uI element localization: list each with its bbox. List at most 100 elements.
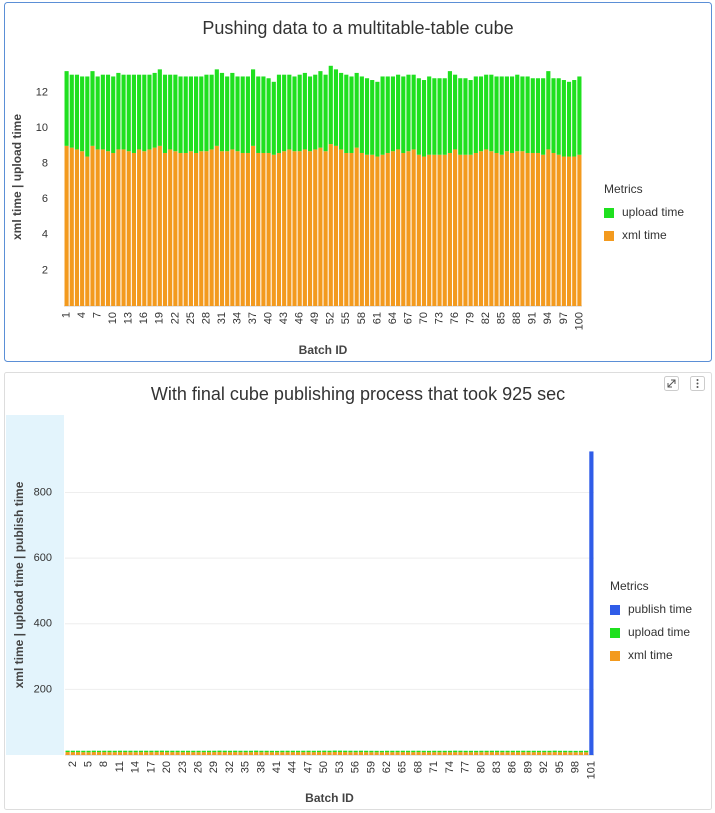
y-tick-label: 400: [34, 618, 52, 630]
bar-segment: [547, 752, 552, 755]
bar-segment: [337, 752, 343, 755]
bar-segment: [311, 750, 316, 753]
bar-segment: [199, 76, 204, 152]
bar-segment: [269, 752, 274, 755]
bar-segment: [102, 752, 107, 755]
bar-segment: [64, 71, 69, 146]
bar-segment: [302, 72, 307, 150]
bar-segment: [196, 752, 201, 755]
x-tick-label: 38: [255, 761, 267, 773]
bar-segment: [536, 750, 542, 753]
bar-segment: [495, 750, 500, 753]
bar-segment: [264, 750, 269, 753]
bar-segment: [188, 76, 193, 152]
bar-segment: [520, 151, 525, 306]
bar-segment: [316, 750, 322, 753]
bar-segment: [427, 76, 432, 155]
bar-segment: [416, 78, 421, 155]
bar-segment: [96, 750, 102, 753]
bar-segment: [194, 152, 199, 306]
x-tick-label: 22: [169, 312, 181, 324]
x-tick-label: 85: [496, 312, 508, 324]
bar-segment: [275, 750, 280, 753]
expand-button[interactable]: [664, 376, 679, 391]
bar-segment: [275, 752, 280, 755]
bar-segment: [343, 752, 348, 755]
bar-segment: [69, 74, 74, 148]
bar-segment: [568, 752, 573, 755]
bar-segment: [222, 750, 227, 753]
x-tick-label: 52: [325, 312, 337, 324]
x-tick-label: 61: [371, 312, 383, 324]
bar-segment: [509, 76, 515, 153]
bar-segment: [474, 750, 479, 753]
x-tick-label: 25: [185, 312, 197, 324]
legend-label: xml time: [628, 648, 673, 662]
bar-segment: [578, 752, 584, 755]
bar-segment: [201, 752, 206, 755]
bar-segment: [162, 152, 168, 306]
bar-segment: [453, 149, 458, 306]
legend-swatch: [604, 208, 614, 218]
bar-segment: [437, 750, 442, 753]
bar-segment: [421, 156, 427, 306]
x-tick-label: 88: [511, 312, 523, 324]
bar-segment: [421, 80, 427, 157]
x-tick-label: 16: [138, 312, 150, 324]
bar-segment: [214, 145, 219, 306]
bar-segment: [209, 74, 214, 150]
bar-segment: [542, 750, 547, 753]
bar-segment: [269, 750, 274, 753]
bar-segment: [233, 752, 238, 755]
x-tick-label: 32: [224, 761, 236, 773]
bar-segment: [65, 750, 70, 753]
bar-segment: [442, 78, 447, 155]
bar-segment: [468, 80, 473, 155]
x-tick-label: 10: [107, 312, 119, 324]
bar-segment: [297, 151, 302, 306]
bar-segment: [552, 750, 557, 753]
bar-segment: [369, 750, 374, 753]
bar-segment: [400, 750, 405, 753]
bar-segment: [100, 149, 105, 306]
bar-segment: [287, 149, 292, 306]
bar-segment: [531, 752, 536, 755]
bar-segment: [280, 750, 285, 753]
bar-segment: [111, 152, 116, 306]
bar-segment: [354, 147, 359, 306]
bar-segment: [563, 752, 568, 755]
bar-segment: [81, 752, 86, 755]
x-axis-title: Batch ID: [305, 791, 354, 805]
x-tick-label: 35: [240, 761, 252, 773]
bar-segment: [447, 71, 452, 153]
bar-segment: [238, 752, 243, 755]
bar-segment: [137, 74, 142, 150]
x-tick-label: 71: [428, 761, 440, 773]
bar-segment: [359, 76, 364, 153]
bar-segment: [123, 752, 128, 755]
bar-segment: [159, 750, 164, 753]
bar-segment: [238, 750, 243, 753]
bar-segment: [191, 750, 196, 753]
bar-segment: [225, 76, 230, 152]
bar-segment: [458, 750, 463, 753]
x-tick-label: 86: [507, 761, 519, 773]
bar-segment: [121, 74, 126, 150]
bar-segment: [261, 76, 266, 153]
menu-button[interactable]: [690, 376, 705, 391]
bar-segment: [489, 74, 494, 152]
bar-segment: [222, 752, 227, 755]
x-tick-label: 37: [247, 312, 259, 324]
bar-segment: [437, 154, 442, 306]
bar-segment: [227, 752, 233, 755]
bar-segment: [256, 152, 261, 306]
bar-segment: [137, 149, 142, 306]
bar-segment: [111, 76, 116, 153]
bar-segment: [584, 750, 589, 753]
bar-segment: [530, 78, 535, 153]
bar-segment: [219, 151, 225, 306]
x-tick-label: 56: [350, 761, 362, 773]
x-tick-label: 95: [554, 761, 566, 773]
bar-segment: [261, 152, 266, 306]
bar-segment: [479, 750, 484, 753]
